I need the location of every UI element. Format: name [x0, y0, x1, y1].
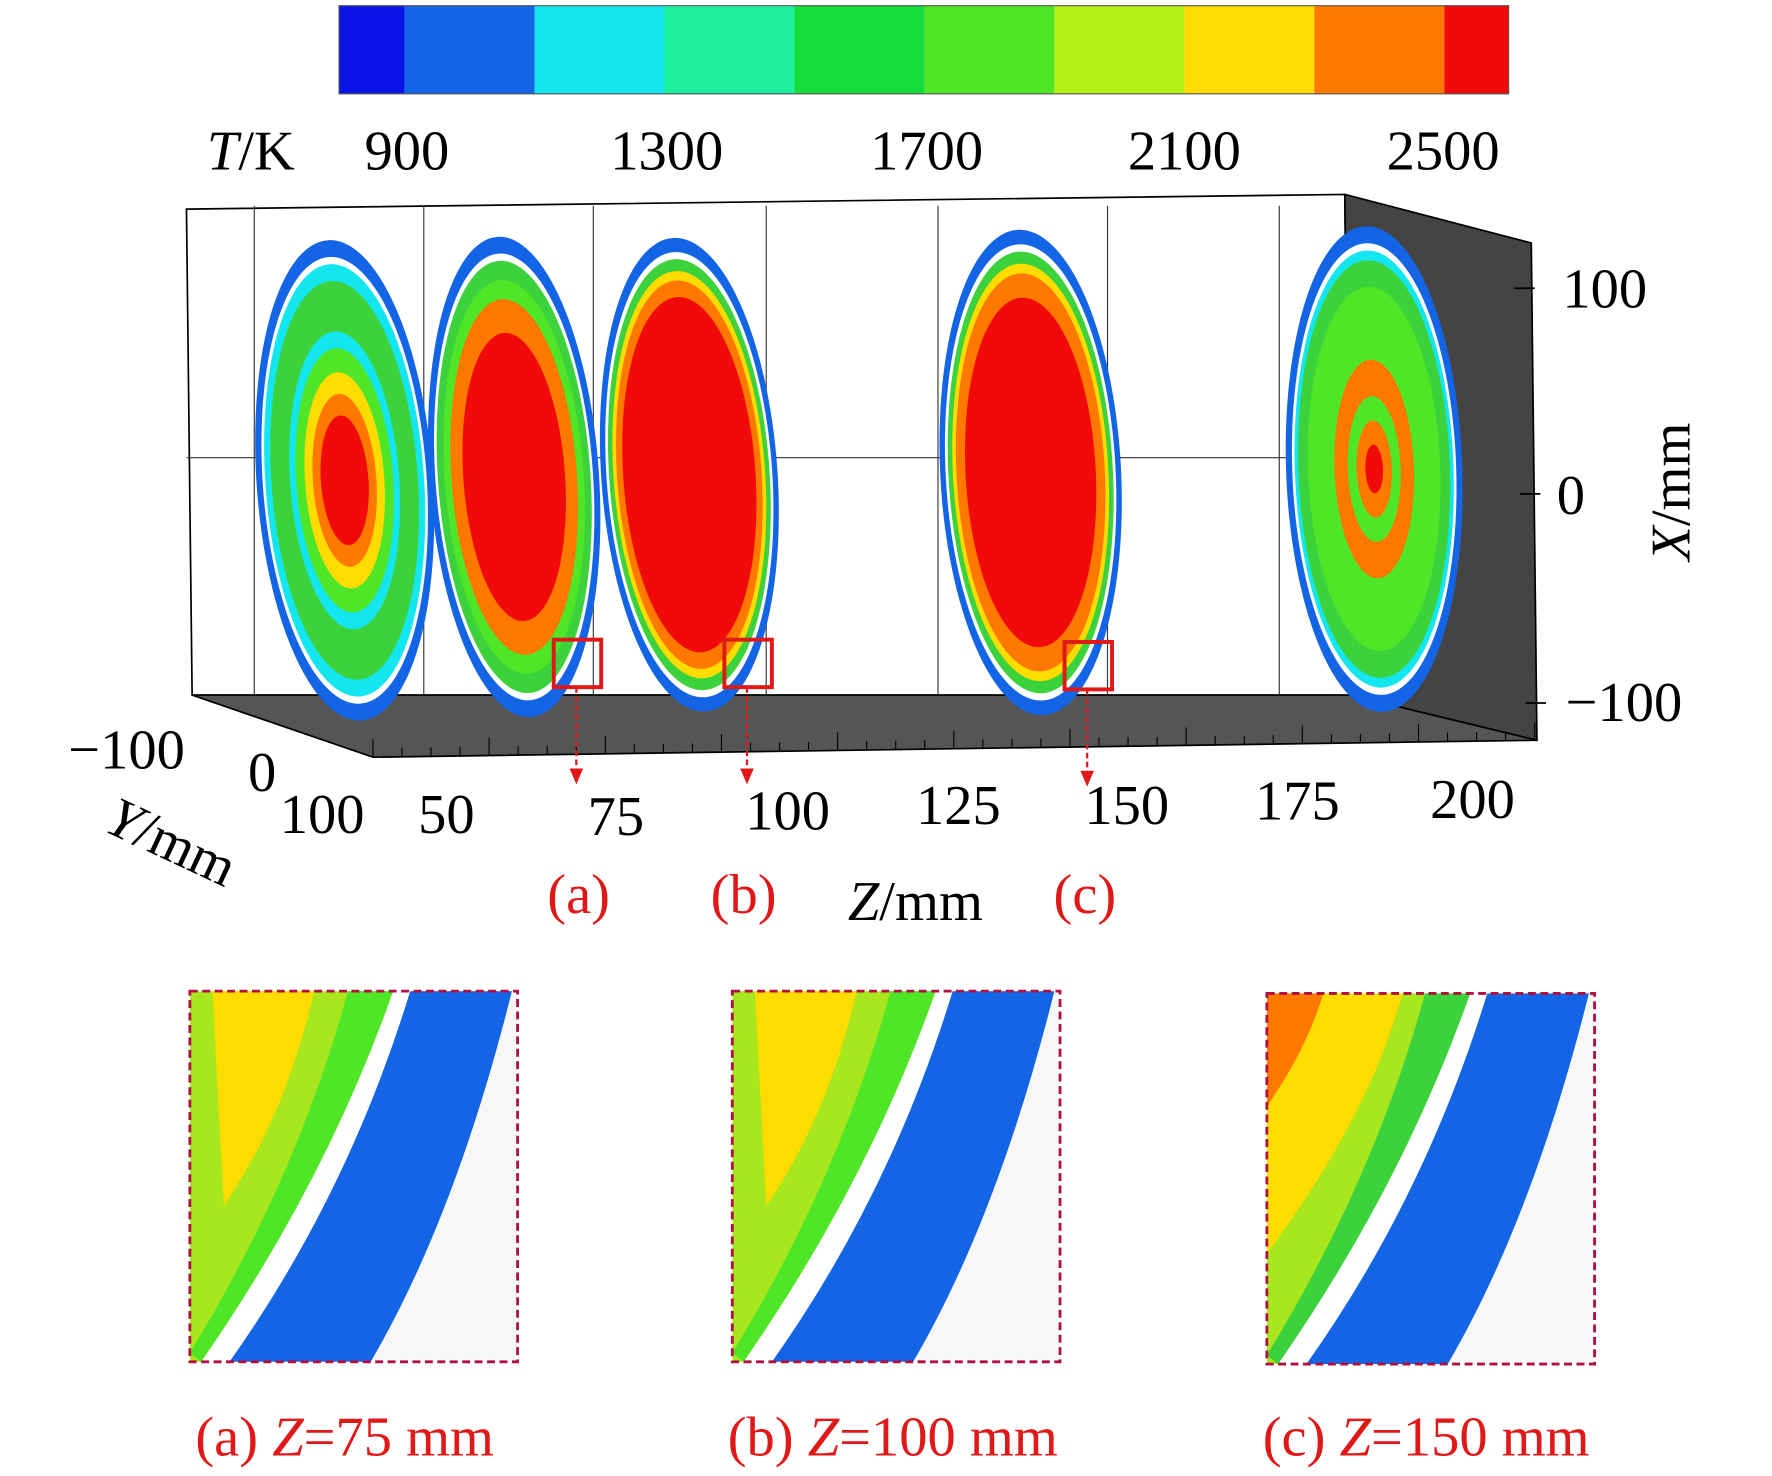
x-axis-label: X/mm [1641, 423, 1703, 563]
zoom-marker-label: (a) [547, 864, 610, 926]
z-tick-label: 50 [418, 784, 475, 846]
z-axis-label-unit: /mm [879, 871, 983, 933]
contour-band [462, 332, 566, 622]
colorbar-label-symbol: T [207, 121, 242, 183]
zoom-panel [730, 989, 1062, 1364]
x-tick-label: −100 [1566, 672, 1683, 734]
gap [1278, 993, 1488, 1365]
contour-band [1365, 444, 1384, 494]
slice [599, 237, 779, 712]
zoom-frame [188, 989, 519, 1364]
colorbar-tick-label: 1300 [610, 121, 723, 183]
zoom-panel [188, 989, 519, 1364]
z-tick-label: 100 [745, 781, 830, 843]
caption-symbol: Z [1340, 1407, 1372, 1469]
colorbar-tick-label: 2100 [1128, 121, 1241, 183]
wall-band [229, 991, 512, 1362]
contour-slices [255, 226, 1463, 787]
y-axis-label-unit: /mm [126, 799, 246, 899]
caption: (a) Z=75 mm [195, 1407, 494, 1469]
x-axis-label-unit: /mm [1641, 423, 1703, 527]
caption-rest: =100 mm [839, 1407, 1058, 1469]
z-axis-label: Z/mm [848, 871, 983, 933]
zoom-arrowhead [740, 768, 754, 785]
field-orange [1266, 993, 1324, 1107]
slice [255, 240, 435, 721]
x-tick-label: 100 [1562, 258, 1647, 320]
field-green [1266, 993, 1471, 1365]
colorbar-tick-label: 900 [364, 121, 449, 183]
zoom-content [1266, 993, 1595, 1365]
zoom-marker-label: (c) [1054, 864, 1117, 926]
caption-tag: (c) [1263, 1407, 1340, 1469]
gap [743, 991, 953, 1362]
caption-rest: =150 mm [1371, 1407, 1590, 1469]
wall-band [1306, 993, 1589, 1365]
colorbar-swatch [1184, 5, 1315, 94]
contour-band [320, 415, 369, 546]
colorbar-tick-label: 1700 [870, 121, 983, 183]
colorbar-swatch [664, 5, 795, 94]
caption-symbol: Z [808, 1407, 840, 1469]
field-yellow [1266, 993, 1403, 1254]
zoom-frame [1265, 991, 1596, 1366]
field-green [732, 991, 936, 1362]
colorbar-tick-label: 2500 [1387, 121, 1500, 183]
caption: (b) Z=100 mm [728, 1407, 1058, 1469]
y-tick-label: 0 [248, 742, 276, 804]
slice [939, 229, 1122, 716]
y-tick-label: −100 [68, 720, 185, 782]
z-tick-label: 150 [1084, 775, 1169, 837]
colorbar: T/K 900 1300 1700 2100 2500 [207, 5, 1510, 183]
zoom-panel [1265, 991, 1596, 1366]
slice [427, 236, 601, 718]
colorbar-swatch [924, 5, 1055, 94]
floor [191, 694, 1538, 759]
caption-tag: (a) [195, 1407, 272, 1469]
y-tick-label: 100 [280, 784, 365, 846]
colorbar-swatch [534, 5, 665, 94]
wall-band [771, 991, 1055, 1362]
z-axis-label-symbol: Z [848, 871, 880, 933]
colorbar-frame [338, 5, 1510, 95]
colorbar-label: T/K [207, 121, 295, 183]
colorbar-label-unit: /K [238, 121, 295, 183]
field-green [189, 991, 394, 1362]
caption: (c) Z=150 mm [1263, 1407, 1590, 1469]
z-tick-label: 75 [588, 786, 645, 848]
contour-band [965, 297, 1097, 648]
colorbar-swatch [794, 5, 925, 94]
colorbar-swatch [404, 5, 535, 94]
zoom-content [732, 991, 1061, 1362]
z-tick-label: 200 [1430, 769, 1515, 831]
zoom-panels [188, 989, 1596, 1366]
colorbar-swatch [1054, 5, 1185, 94]
caption-symbol: Z [272, 1407, 304, 1469]
contour-band [622, 297, 757, 653]
z-tick-label: 175 [1255, 770, 1340, 832]
y-axis-label: Y/mm [97, 786, 246, 899]
field-yellow [754, 991, 857, 1206]
colorbar-swatch [339, 5, 405, 94]
x-tick-label: 0 [1557, 465, 1585, 527]
gap [201, 991, 411, 1362]
zoom-arrowhead [1080, 770, 1094, 787]
caption-rest: =75 mm [304, 1407, 494, 1469]
caption-tag: (b) [728, 1407, 808, 1469]
colorbar-swatch [1314, 5, 1445, 94]
field-yellow [212, 991, 315, 1206]
colorbar-swatch [1444, 5, 1509, 94]
z-tick-label: 125 [916, 775, 1001, 837]
zoom-frame [730, 989, 1062, 1364]
x-axis-label-symbol: X [1641, 524, 1703, 563]
zoom-arrowhead [569, 768, 584, 785]
zoom-content [189, 991, 518, 1362]
slice [1285, 226, 1463, 712]
zoom-marker-label: (b) [711, 864, 777, 926]
